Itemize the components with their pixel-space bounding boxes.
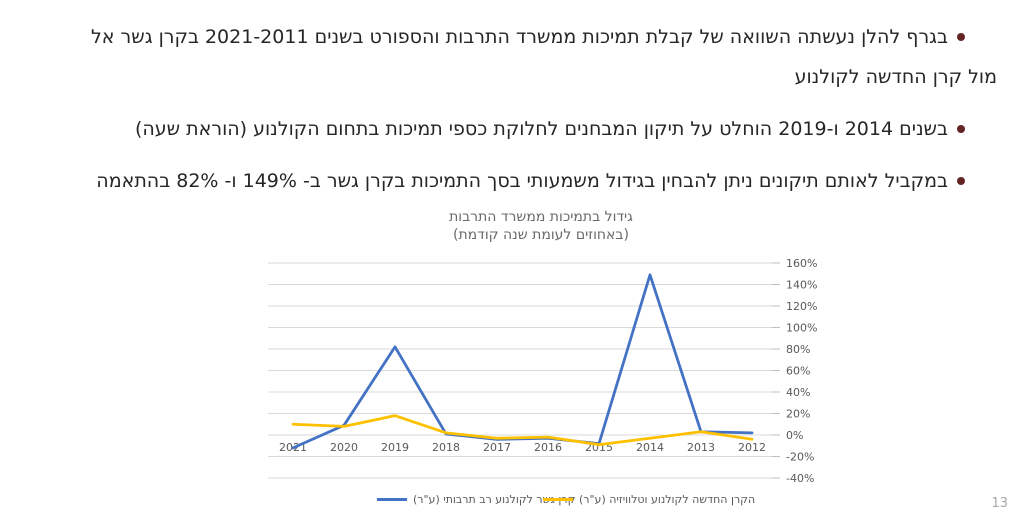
bullet-icon <box>957 125 965 133</box>
bullet-item-comparison: בגרף להלן נעשתה השוואה של קבלת תמיכות ממ… <box>91 23 965 51</box>
legend-item-new-fund: הקרן החדשה לקולנוע וטלוויזיה (ע"ר) <box>543 493 755 506</box>
x-axis-label: 2012 <box>738 441 766 454</box>
y-axis-label: 100% <box>786 322 817 335</box>
y-axis-label: -20% <box>786 451 814 464</box>
y-axis-label: 140% <box>786 279 817 292</box>
x-axis-label: 2019 <box>381 441 409 454</box>
legend-line-sample <box>377 498 407 501</box>
bullet-icon <box>957 177 965 185</box>
x-axis-label: 2013 <box>687 441 715 454</box>
x-axis-label: 2014 <box>636 441 664 454</box>
bullet-text-continuation: מול קרן החדשה לקולנוע <box>794 66 997 88</box>
legend-label: הקרן החדשה לקולנוע וטלוויזיה (ע"ר) <box>579 493 756 506</box>
chart-title: גידול בתמיכות ממשרד התרבות (באחוזים לעומ… <box>241 208 841 244</box>
x-axis-label: 2020 <box>330 441 358 454</box>
bullet-item-growth: במקביל לאותם תיקונים ניתן להבחין בגידול … <box>96 167 965 195</box>
bullet-icon <box>957 33 965 41</box>
bullet-text: בשנים 2014 ו-2019 הוחלט על תיקון המבחנים… <box>134 118 948 140</box>
bullet-item-test-amendments: בשנים 2014 ו-2019 הוחלט על תיקון המבחנים… <box>135 115 965 143</box>
series-line-new-fund <box>291 414 754 447</box>
y-axis-label: 60% <box>786 365 810 378</box>
x-axis-label: 2016 <box>534 441 562 454</box>
y-axis-label: 160% <box>786 257 817 270</box>
page-number: 13 <box>991 496 1008 511</box>
line-chart: 160% 140% 120% 100% 80% 60% 40% 20% 0% -20% -40% 20… <box>268 257 817 485</box>
legend-label: קרן גשר לקולנוע רב תרבותי (ע"ר) <box>413 493 576 506</box>
chart-title-line2: (באחוזים לעומת שנה קודמת) <box>453 227 629 243</box>
y-axis-label: 20% <box>786 408 810 421</box>
y-axis-label: 120% <box>786 300 817 313</box>
y-axis-label: 0% <box>786 429 803 442</box>
legend-line-sample <box>543 498 573 501</box>
y-axis-label: 40% <box>786 386 810 399</box>
bullet-text: במקביל לאותם תיקונים ניתן להבחין בגידול … <box>96 170 948 192</box>
bullet-text: בגרף להלן נעשתה השוואה של קבלת תמיכות ממ… <box>90 26 948 48</box>
x-axis-label: 2017 <box>483 441 511 454</box>
chart-title-line1: גידול בתמיכות ממשרד התרבות <box>449 209 633 225</box>
legend-item-gesher-fund: קרן גשר לקולנוע רב תרבותי (ע"ר) <box>377 493 575 506</box>
y-axis-label: 80% <box>786 343 810 356</box>
x-axis-label: 2018 <box>432 441 460 454</box>
y-axis-label: -40% <box>786 472 814 485</box>
